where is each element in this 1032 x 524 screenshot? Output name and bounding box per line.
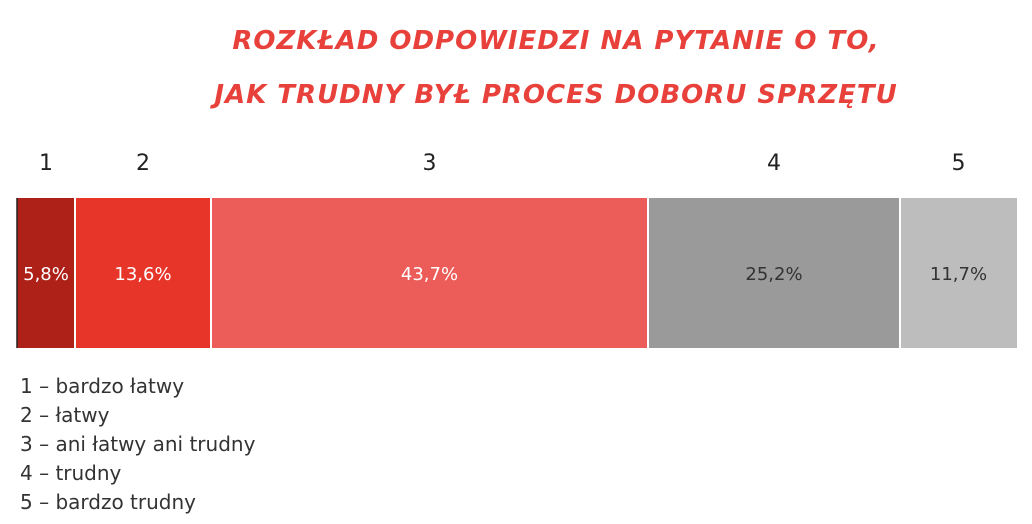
legend-item-2: 2 – łatwy xyxy=(20,403,110,427)
legend-item-1: 1 – bardzo łatwy xyxy=(20,374,185,398)
bar-segment-5 xyxy=(900,198,1017,348)
data-label-3: 43,7% xyxy=(401,264,458,285)
category-label-2: 2 xyxy=(136,151,150,176)
legend: 1 – bardzo łatwy 2 – łatwy 3 – ani łatwy… xyxy=(20,372,255,517)
bar-segment-1 xyxy=(17,198,75,348)
data-label-2: 13,6% xyxy=(114,264,171,285)
data-label-1: 5,8% xyxy=(23,264,69,285)
bar-segment-3 xyxy=(211,198,648,348)
data-label-4: 25,2% xyxy=(745,264,802,285)
chart-title-line-2: JAK TRUDNY BYŁ PROCES DOBORU SPRZĘTU xyxy=(214,80,898,110)
data-label-5: 11,7% xyxy=(930,264,987,285)
legend-item-3: 3 – ani łatwy ani trudny xyxy=(20,432,256,456)
bar-segment-2 xyxy=(75,198,211,348)
category-label-5: 5 xyxy=(952,151,966,176)
legend-item-4: 4 – trudny xyxy=(20,461,122,485)
category-label-3: 3 xyxy=(423,151,437,176)
stacked-bar-chart: 1 5,8% 2 13,6% 3 43,7% 4 25,2% 5 11,7% xyxy=(16,151,1017,348)
legend-item-5: 5 – bardzo trudny xyxy=(20,490,196,514)
category-label-1: 1 xyxy=(39,151,53,176)
bar-segment-4 xyxy=(648,198,900,348)
category-label-4: 4 xyxy=(767,151,781,176)
chart-title-line-1: ROZKŁAD ODPOWIEDZI NA PYTANIE O TO, xyxy=(232,26,880,56)
